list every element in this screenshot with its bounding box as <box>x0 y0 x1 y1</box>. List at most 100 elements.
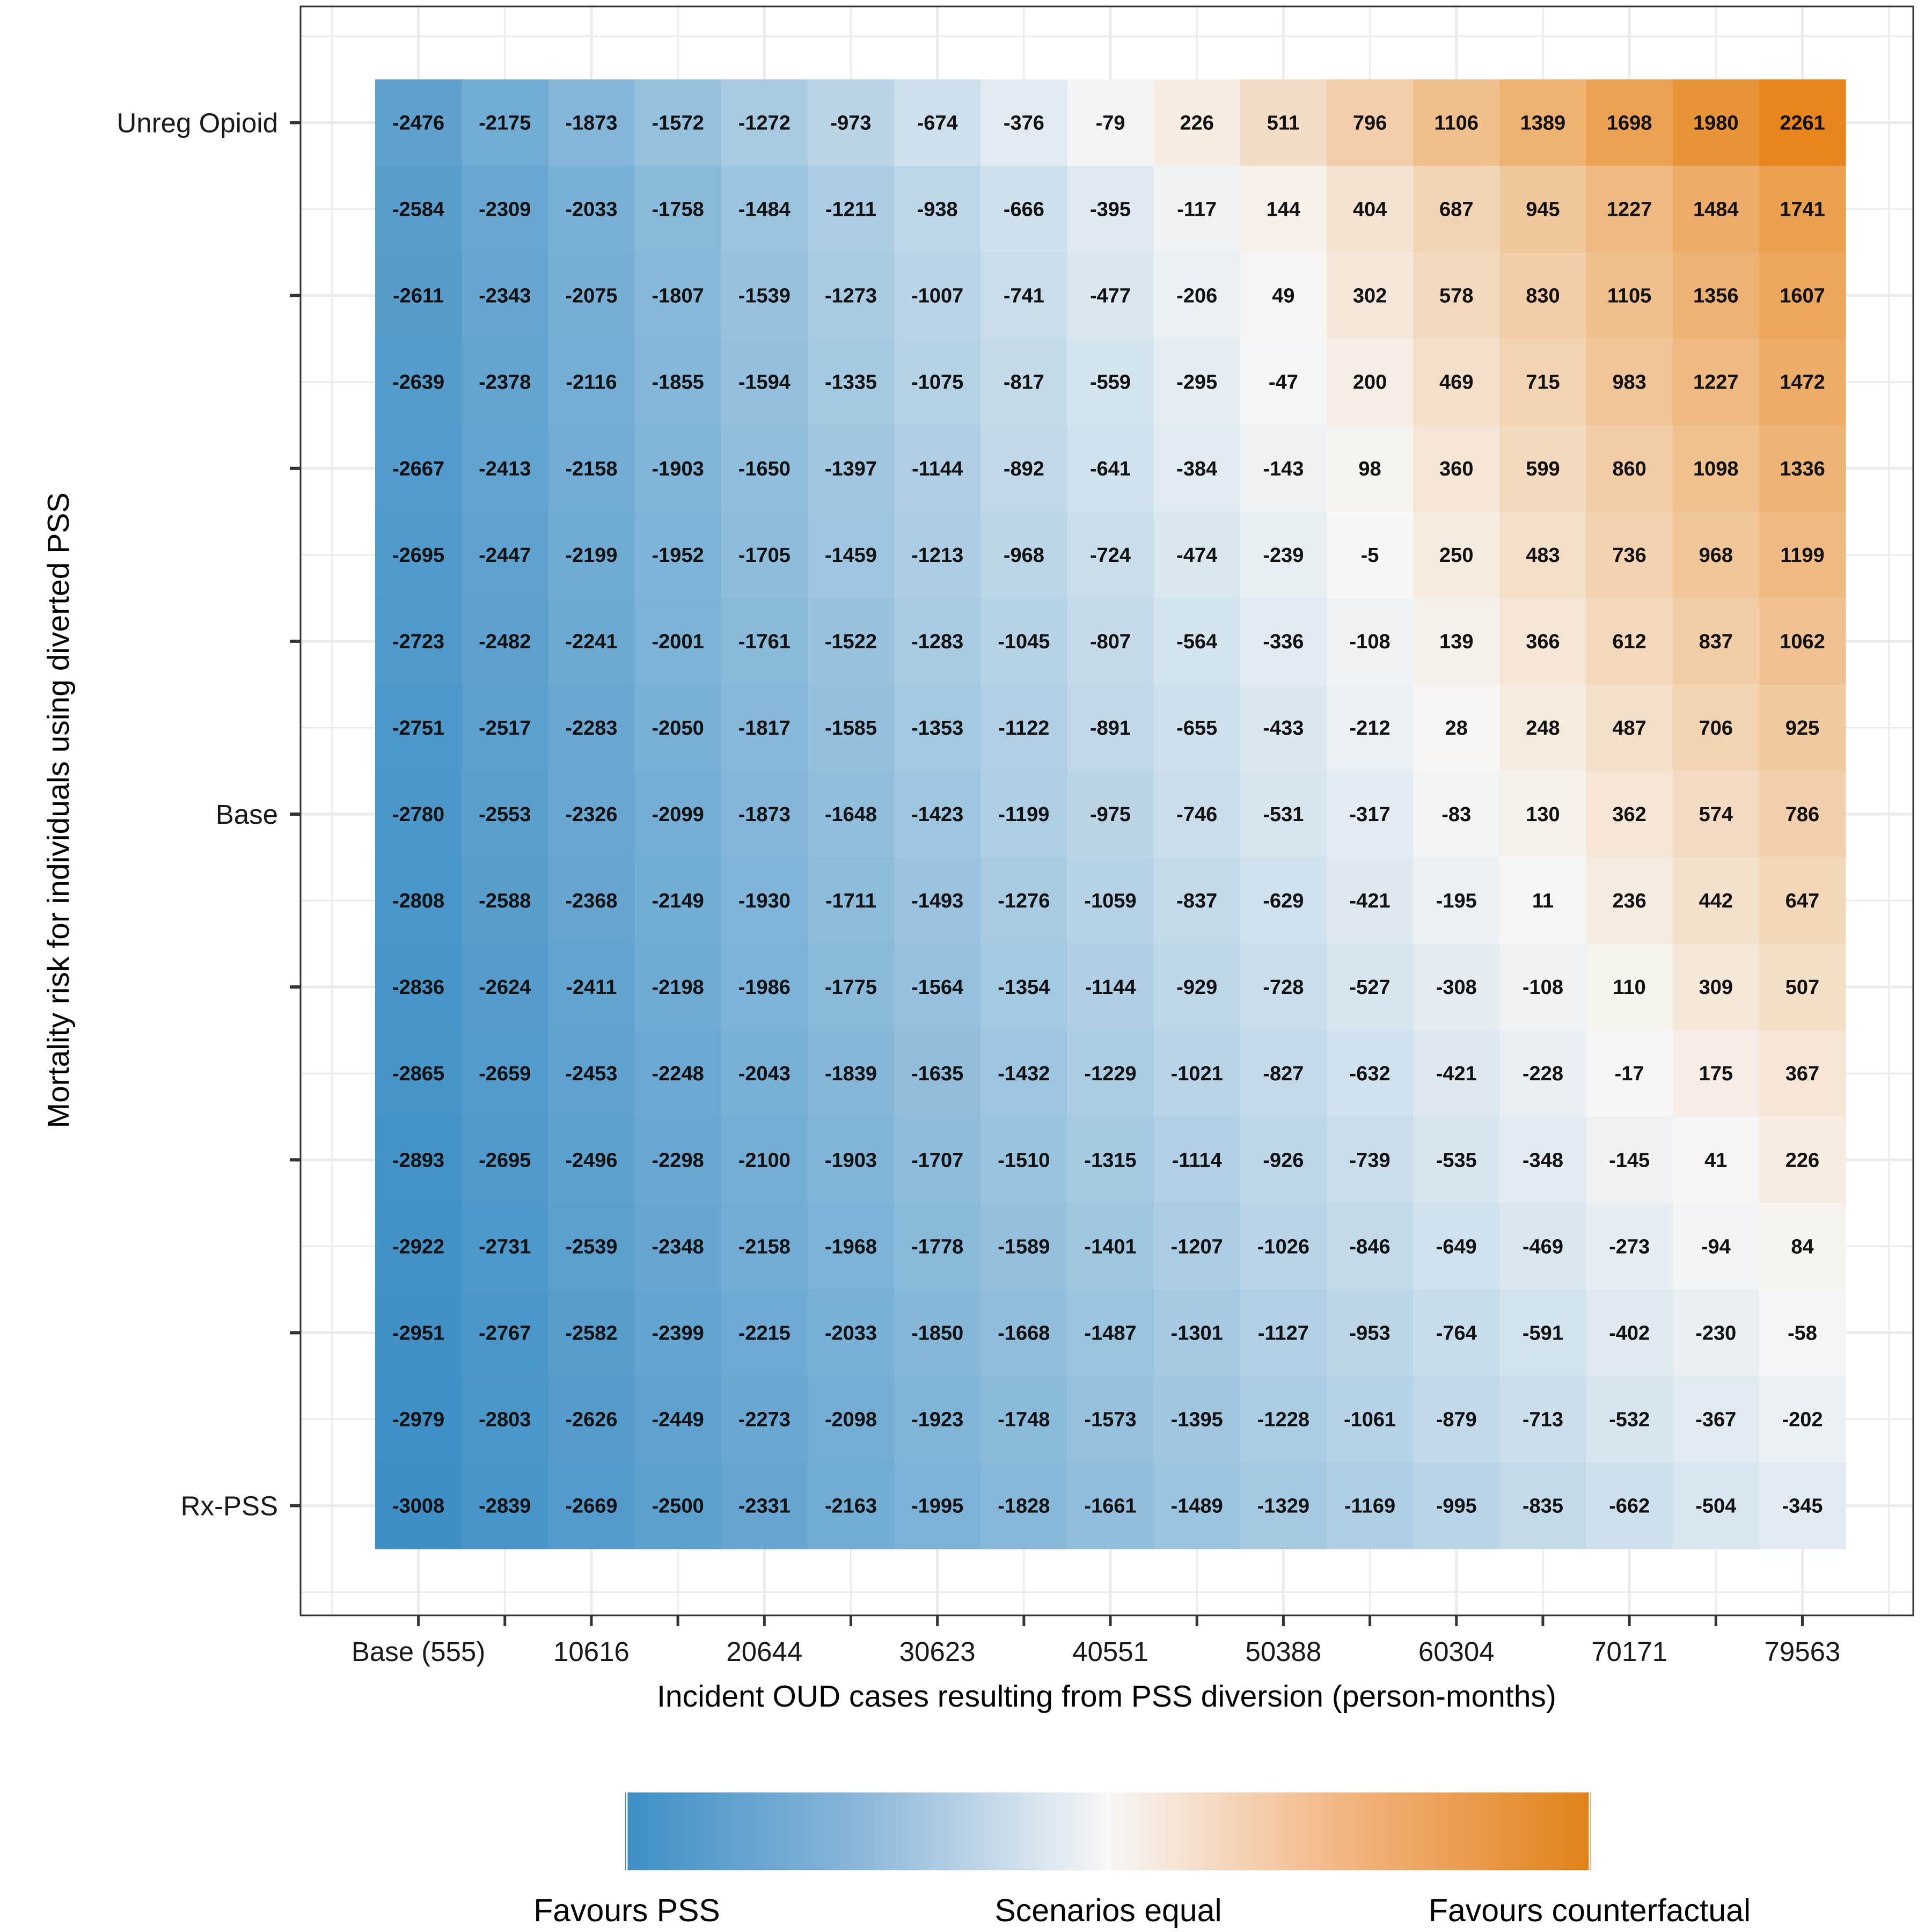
heatmap-cell <box>807 252 895 339</box>
cell-value-label: -1075 <box>911 371 963 394</box>
heatmap-cell <box>548 857 635 945</box>
heatmap-cell <box>721 598 808 685</box>
cell-value-label: -1903 <box>652 458 704 480</box>
cell-value-label: 41 <box>1704 1149 1727 1172</box>
cell-value-label: -195 <box>1436 890 1477 912</box>
heatmap-cell <box>462 598 548 685</box>
cell-value-label: -1061 <box>1344 1408 1396 1431</box>
heatmap-cell <box>1326 857 1414 945</box>
cell-value-label: -2539 <box>565 1235 617 1258</box>
cell-value-label: 130 <box>1526 803 1560 826</box>
heatmap-cell <box>1499 598 1587 685</box>
cell-value-label: -764 <box>1436 1322 1477 1344</box>
heatmap-cell <box>807 1116 895 1204</box>
cell-value-label: -879 <box>1436 1408 1477 1431</box>
cell-value-label: -2723 <box>392 631 444 653</box>
heatmap-cell <box>1499 684 1587 772</box>
cell-value-label: -1315 <box>1084 1149 1136 1172</box>
cell-value-label: 1356 <box>1693 285 1739 308</box>
heatmap-cell <box>1240 252 1327 339</box>
cell-value-label: -1986 <box>738 976 791 999</box>
heatmap-cell <box>634 166 722 253</box>
heatmap-cell <box>462 1289 548 1377</box>
heatmap-cell <box>1499 771 1587 858</box>
heatmap-cell <box>634 1289 722 1377</box>
cell-value-label: 144 <box>1267 199 1300 221</box>
heatmap-cell <box>1759 511 1846 598</box>
heatmap-cell <box>1499 339 1587 426</box>
heatmap-cell <box>1759 943 1846 1031</box>
cell-value-label: -1573 <box>1084 1408 1136 1431</box>
heatmap-cell <box>1240 857 1327 945</box>
cell-value-label: -1459 <box>825 544 877 567</box>
heatmap-cell <box>1240 1289 1327 1377</box>
cell-value-label: -1329 <box>1257 1495 1309 1517</box>
cell-value-label: -641 <box>1090 458 1131 480</box>
cell-value-label: -2731 <box>479 1235 531 1258</box>
heatmap-cell <box>1067 1375 1154 1463</box>
heatmap-cell <box>1153 339 1241 426</box>
cell-value-label: -2368 <box>565 890 617 912</box>
cell-value-label: 837 <box>1699 631 1733 653</box>
cell-value-label: 360 <box>1439 458 1473 480</box>
cell-value-label: -531 <box>1263 803 1304 826</box>
heatmap-cell <box>1326 1030 1414 1117</box>
cell-value-label: 110 <box>1613 976 1645 999</box>
heatmap-cell <box>548 1116 635 1204</box>
x-tick-label: 10616 <box>553 1636 630 1667</box>
cell-value-label: -206 <box>1176 285 1217 308</box>
cell-value-label: -58 <box>1788 1322 1817 1344</box>
cell-value-label: -1775 <box>825 976 877 999</box>
cell-value-label: -273 <box>1609 1235 1650 1258</box>
cell-value-label: -1807 <box>652 285 704 308</box>
heatmap-cell <box>1153 166 1241 253</box>
cell-value-label: -1229 <box>1084 1063 1136 1085</box>
cell-value-label: 612 <box>1612 631 1646 653</box>
heatmap-cell <box>807 1462 895 1549</box>
cell-value-label: -1493 <box>911 890 963 912</box>
cell-value-label: 226 <box>1785 1149 1819 1172</box>
cell-value-label: 487 <box>1612 717 1646 740</box>
heatmap-cell <box>634 684 722 772</box>
cell-value-label: -2496 <box>565 1149 617 1172</box>
heatmap-cell <box>1759 684 1846 772</box>
cell-value-label: 1980 <box>1693 112 1739 135</box>
heatmap-cell <box>1586 79 1673 166</box>
heatmap-cell <box>1326 1375 1414 1463</box>
cell-value-label: -1169 <box>1344 1495 1395 1517</box>
cell-value-label: -228 <box>1523 1063 1563 1085</box>
cell-value-label: -2033 <box>565 199 617 221</box>
heatmap-cell <box>1759 79 1846 166</box>
heatmap-cell <box>1413 511 1500 598</box>
heatmap-cell <box>807 1203 895 1290</box>
cell-value-label: -527 <box>1350 976 1391 999</box>
heatmap-cell <box>462 1030 548 1117</box>
cell-value-label: -973 <box>830 112 871 135</box>
x-tick-label: 50388 <box>1245 1636 1321 1667</box>
cell-value-label: -1207 <box>1171 1235 1223 1258</box>
cell-value-label: -336 <box>1263 631 1304 653</box>
heatmap-cell <box>1413 79 1500 166</box>
heatmap-cell <box>1413 1116 1500 1204</box>
heatmap-cell <box>807 511 895 598</box>
y-axis: Unreg Opioid Base Rx-PSS <box>117 108 301 1521</box>
heatmap-cell <box>634 1375 722 1463</box>
heatmap-cell <box>894 511 981 598</box>
cell-value-label: -2241 <box>565 631 617 653</box>
cell-value-label: -1952 <box>652 544 704 567</box>
heatmap-cell <box>548 1203 635 1290</box>
cell-value-label: 139 <box>1439 631 1473 653</box>
heatmap-cell <box>634 943 722 1031</box>
cell-value-label: -2116 <box>566 371 617 394</box>
heatmap-cell <box>894 166 981 253</box>
cell-value-label: -1522 <box>825 631 877 653</box>
cell-value-label: 11 <box>1532 890 1554 912</box>
cell-value-label: -2624 <box>479 976 531 999</box>
heatmap-cell <box>1586 684 1673 772</box>
heatmap-cell <box>548 166 635 253</box>
heatmap-cell <box>375 511 462 598</box>
heatmap-cell <box>1326 339 1414 426</box>
cell-value-label: 175 <box>1699 1063 1733 1085</box>
heatmap-cell <box>375 943 462 1031</box>
cell-value-label: -239 <box>1263 544 1304 567</box>
